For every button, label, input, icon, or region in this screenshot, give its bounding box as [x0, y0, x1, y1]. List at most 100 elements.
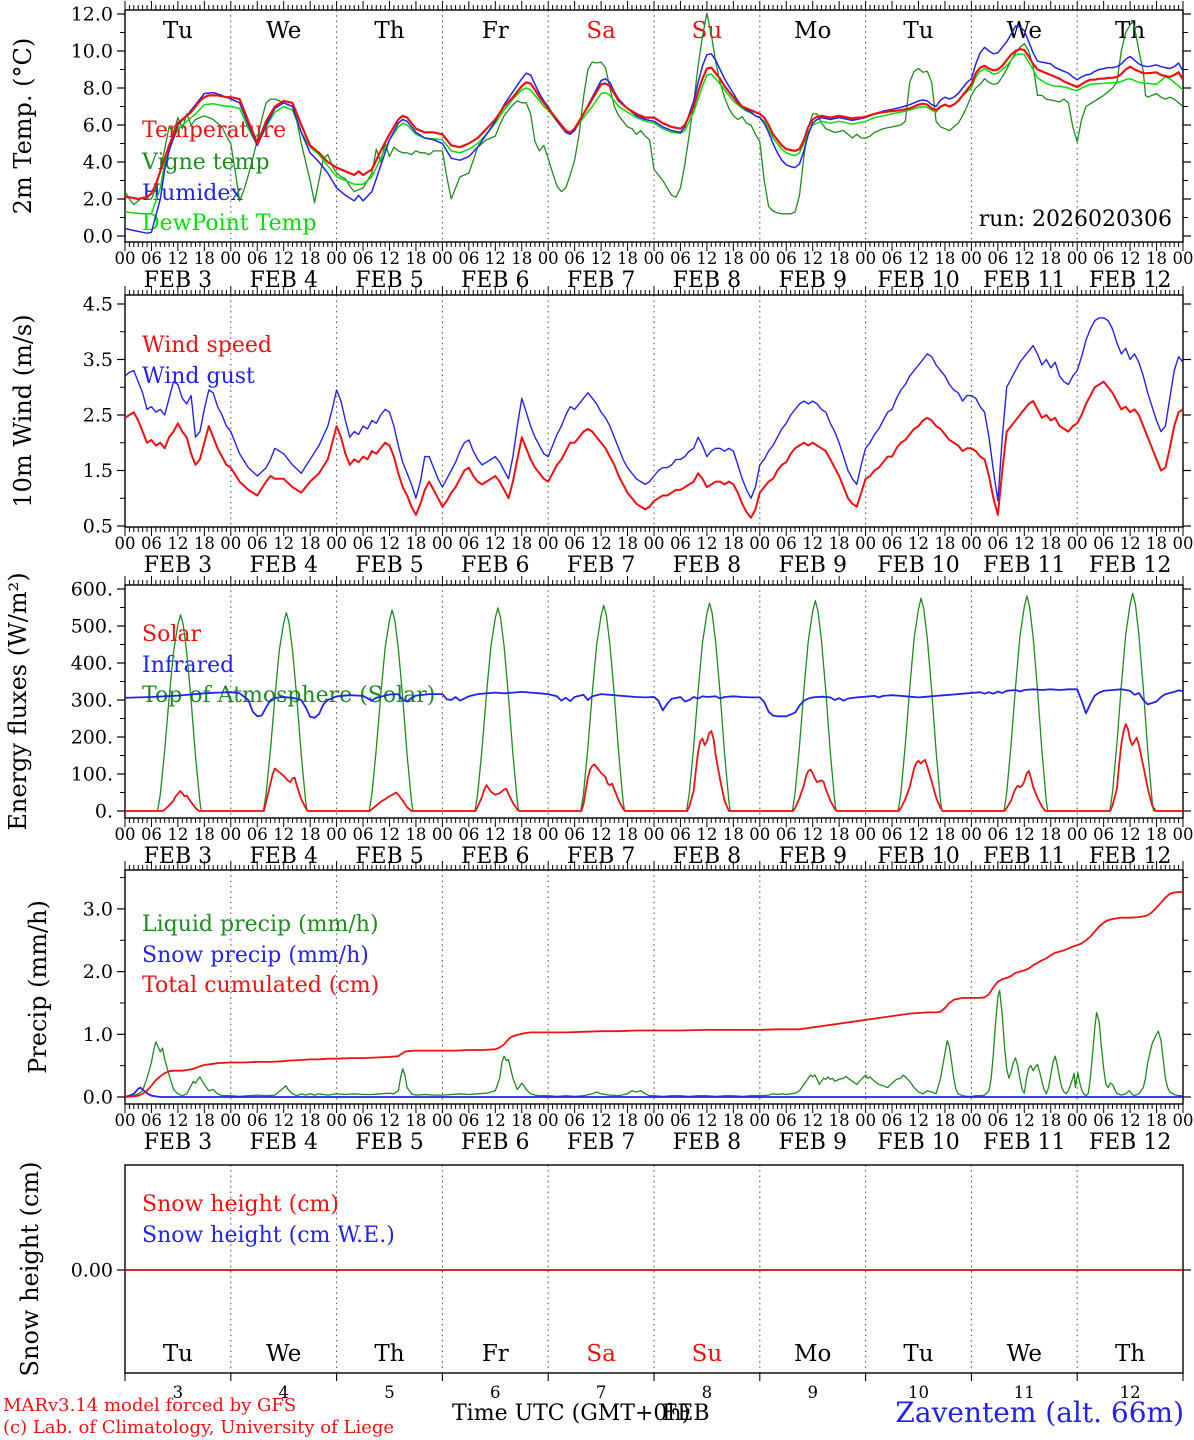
series-snow-precip: [125, 1086, 1183, 1098]
hour-label: 18: [934, 1111, 955, 1130]
y-tick-label: 10.0: [71, 40, 113, 62]
hour-label: 06: [564, 249, 585, 268]
hour-label: 06: [776, 1111, 797, 1130]
hour-label: 06: [458, 1111, 479, 1130]
legend-energy: Solar: [142, 622, 201, 647]
hour-label: 18: [829, 534, 850, 553]
hour-label: 06: [353, 249, 374, 268]
hour-label: 00: [644, 1111, 665, 1130]
legend-wind10m: Wind gust: [142, 364, 255, 389]
hour-label: 00: [220, 534, 241, 553]
day-number-label: 8: [702, 1383, 713, 1402]
weekday-label: Th: [374, 18, 404, 44]
hour-label: 06: [458, 825, 479, 844]
hour-label: 12: [908, 249, 929, 268]
hour-label: 06: [882, 825, 903, 844]
hour-label: 18: [1040, 1111, 1061, 1130]
y-tick-label: 3.5: [83, 349, 113, 371]
time-axis-title: Time UTC (GMT+0h): [452, 1401, 691, 1426]
hour-label: 12: [802, 1111, 823, 1130]
hour-label: 18: [1146, 534, 1167, 553]
hour-label: 18: [194, 825, 215, 844]
hour-label: 00: [538, 534, 559, 553]
hour-label: 06: [882, 534, 903, 553]
hour-label: 00: [115, 249, 136, 268]
weekday-label: We: [266, 18, 301, 44]
hour-label: 06: [458, 534, 479, 553]
legend-temp2m: DewPoint Temp: [142, 211, 317, 236]
series-wind-speed: [125, 380, 1183, 519]
series-temperature: [125, 48, 1183, 201]
hour-label: 06: [987, 249, 1008, 268]
weekday-label: Sa: [586, 1341, 616, 1367]
model-credit-line1: MARv3.14 model forced by GFS: [3, 1395, 297, 1416]
weekday-label: We: [266, 1341, 301, 1367]
hour-label: 12: [485, 249, 506, 268]
panel-precip: 00 06 12 18 00 06 12 18 00 06 12 18 00 06 12 18 00 06 12 18…: [24, 861, 1194, 1155]
hour-label: 12: [379, 534, 400, 553]
station-label: Zaventem (alt. 66m): [895, 1396, 1184, 1429]
hour-label: 18: [405, 534, 426, 553]
date-label: FEB 6: [461, 1130, 529, 1155]
hour-label: 06: [141, 249, 162, 268]
y-tick-label: 0.0: [83, 1086, 113, 1108]
hour-label: 00: [855, 825, 876, 844]
weekday-label: Mo: [794, 18, 831, 44]
hour-label: 18: [1146, 825, 1167, 844]
y-tick-label: 1.0: [83, 1024, 113, 1046]
hour-label: 06: [670, 534, 691, 553]
hour-label: 12: [1120, 534, 1141, 553]
hour-label: 18: [405, 1111, 426, 1130]
hour-label: 06: [987, 534, 1008, 553]
hour-label: 18: [829, 1111, 850, 1130]
hour-label: 18: [934, 249, 955, 268]
hour-label: 00: [1173, 825, 1194, 844]
hour-label: 06: [776, 534, 797, 553]
hour-label: 12: [802, 249, 823, 268]
date-label: FEB 7: [567, 553, 635, 578]
date-label: FEB 9: [778, 1130, 846, 1155]
hour-label: 18: [194, 534, 215, 553]
hour-label: 18: [194, 1111, 215, 1130]
weekday-label: Tu: [903, 18, 933, 44]
panel-wind10m: 00 06 12 18 00 06 12 18 00 06 12 18 00 06 12 18 00 06 12 18…: [9, 286, 1194, 578]
y-tick-label: 600.: [71, 578, 113, 600]
hour-label: 06: [987, 1111, 1008, 1130]
legend-snowheight: Snow height (cm W.E.): [142, 1223, 395, 1248]
date-label: FEB 11: [983, 553, 1065, 578]
hour-label: 06: [141, 1111, 162, 1130]
panel-temp2m: 00 06 12 18 00 06 12 18 00 06 12 18 00 06 12 18 00 06 12 18…: [9, 1, 1194, 293]
y-tick-label: 2.5: [83, 404, 113, 426]
hour-label: 18: [1040, 825, 1061, 844]
y-tick-label: 300.: [71, 690, 113, 712]
hour-label: 00: [115, 1111, 136, 1130]
day-number-label: 7: [596, 1383, 607, 1402]
hour-label: 18: [405, 825, 426, 844]
day-number-label: 10: [908, 1383, 929, 1402]
date-label: FEB 5: [355, 1130, 423, 1155]
hour-label: 06: [247, 1111, 268, 1130]
hour-label: 06: [882, 1111, 903, 1130]
hour-label: 18: [829, 825, 850, 844]
hour-label: 00: [326, 1111, 347, 1130]
hour-label: 00: [855, 534, 876, 553]
hour-label: 00: [432, 1111, 453, 1130]
date-label: FEB 3: [144, 553, 212, 578]
hour-label: 00: [961, 249, 982, 268]
hour-label: 00: [538, 249, 559, 268]
hour-label: 12: [908, 825, 929, 844]
hour-label: 18: [617, 534, 638, 553]
hour-label: 00: [220, 1111, 241, 1130]
hour-label: 00: [432, 825, 453, 844]
y-tick-label: 0.5: [83, 516, 113, 538]
date-label: FEB 4: [249, 1130, 317, 1155]
y-tick-label: 6.0: [83, 115, 113, 137]
hour-label: 06: [882, 249, 903, 268]
weekday-label: Tu: [163, 18, 193, 44]
hour-label: 12: [591, 249, 612, 268]
hour-label: 06: [1093, 249, 1114, 268]
hour-label: 12: [1120, 1111, 1141, 1130]
hour-label: 18: [1146, 249, 1167, 268]
hour-label: 12: [908, 1111, 929, 1130]
